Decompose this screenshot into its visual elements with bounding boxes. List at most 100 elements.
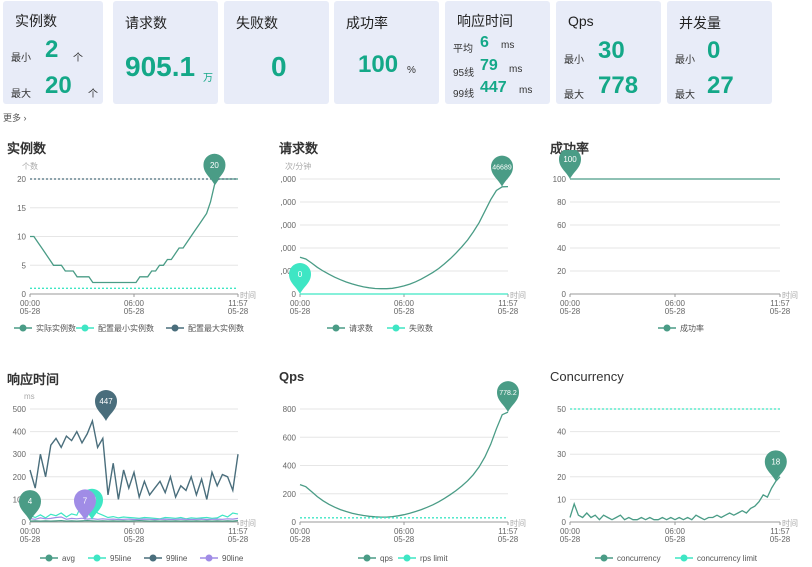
concurrency-min-value: 0 [707, 37, 721, 64]
success-unit: % [407, 65, 416, 76]
y-tick-label: 15 [17, 204, 26, 213]
legend-请求数-text: 请求数 [349, 323, 373, 333]
chart-title-success: 成功率 [550, 141, 590, 156]
pin-success-label: 100 [563, 155, 577, 164]
y-tick-label: 100 [553, 175, 567, 184]
pin-latency-p99-shape [95, 389, 117, 421]
more-link[interactable]: 更多 › [3, 111, 27, 124]
x-tick-label: 06:00 [124, 527, 145, 536]
card-qps: Qps 最小 30 最大 778 [556, 1, 661, 104]
y-tick-label: 20 [557, 473, 566, 482]
latency-p99-label: 99线 [453, 89, 475, 100]
card-requests-title: 请求数 [125, 15, 167, 31]
y-tick-label: 0 [562, 518, 567, 527]
y-tick-label: ,000 [280, 221, 296, 230]
card-success-title: 成功率 [346, 15, 388, 31]
card-qps-title: Qps [568, 13, 594, 29]
latency-p95-label: 95线 [453, 68, 475, 79]
series-95line [29, 502, 239, 520]
y-tick-label: 30 [557, 450, 566, 459]
card-concurrency: 并发量 最小 0 最大 27 [667, 1, 772, 104]
card-requests: 请求数 905.1 万 [113, 1, 218, 104]
x-tick-date: 05-28 [228, 307, 249, 316]
pin-latency-p99-label: 447 [99, 397, 113, 406]
latency-p99-unit: ms [519, 85, 533, 96]
legend-失败数-text: 失败数 [409, 323, 433, 333]
legend-配置最大实例数-dot [171, 324, 179, 332]
card-failures-title: 失败数 [236, 15, 278, 31]
legend-rps-limit-text: rps limit [420, 554, 448, 563]
chart-concurrency: 01020304050时间00:0005-2806:0005-2811:5705… [557, 405, 798, 563]
more-link-label: 更多 [3, 113, 22, 123]
x-tick-label: 06:00 [665, 299, 686, 308]
y-tick-label: 0 [292, 290, 297, 299]
latency-avg-label: 平均 [453, 44, 473, 55]
concurrency-max-value: 27 [707, 72, 734, 99]
instances-min-label: 最小 [11, 53, 31, 64]
chart-title-instances: 实例数 [7, 141, 47, 156]
y-tick-label: 600 [283, 433, 297, 442]
y-tick-label: 300 [13, 450, 27, 459]
legend-配置最大实例数-text: 配置最大实例数 [188, 323, 244, 333]
x-tick-label: 00:00 [560, 299, 581, 308]
y-tick-label: ,000 [280, 198, 296, 207]
pin-requests-max: 46689 [491, 155, 513, 187]
pin-failures: 0 [289, 263, 311, 294]
chart-latency: 0100200300400500ms时间00:0005-2806:0005-28… [13, 389, 256, 563]
series-qps [299, 411, 509, 518]
pin-instances-max-label: 20 [210, 161, 219, 170]
pin-qps-max-shape [497, 381, 519, 413]
legend-qps-dot [363, 554, 371, 562]
pin-requests-max-shape [491, 155, 513, 187]
y-tick-label: 0 [292, 518, 297, 527]
y-tick-label: 200 [283, 490, 297, 499]
pin-requests-max-label: 46689 [492, 165, 512, 172]
x-axis-title: 时间 [782, 518, 798, 528]
x-tick-label: 06:00 [124, 299, 145, 308]
y-tick-label: 20 [557, 267, 566, 276]
qps-min-value: 30 [598, 37, 625, 64]
legend-配置最小实例数-text: 配置最小实例数 [98, 323, 154, 333]
chevron-right-icon: › [23, 113, 27, 123]
x-tick-date: 05-28 [665, 307, 686, 316]
chart-title-latency: 响应时间 [7, 372, 60, 387]
x-tick-date: 05-28 [560, 307, 581, 316]
instances-max-value: 20 [45, 72, 72, 99]
pin-latency-avg-shape [19, 490, 41, 522]
x-tick-date: 05-28 [20, 307, 41, 316]
x-tick-date: 05-28 [124, 307, 145, 316]
latency-p95-value: 79 [480, 57, 498, 74]
x-tick-date: 05-28 [20, 535, 41, 544]
chart-title-requests: 请求数 [279, 141, 319, 156]
series-实际实例数 [30, 178, 238, 284]
pin-failures-label: 0 [298, 270, 303, 279]
latency-avg-value: 6 [480, 34, 489, 51]
card-latency: 响应时间 平均 6 ms 95线 79 ms 99线 447 ms [445, 1, 550, 104]
y-tick-label: 5 [22, 261, 27, 270]
card-instances: 实例数 最小 2 个 最大 20 个 [3, 1, 103, 104]
x-tick-label: 06:00 [394, 299, 415, 308]
legend-99line-dot [149, 554, 157, 562]
x-tick-label: 00:00 [290, 527, 311, 536]
legend-成功率-text: 成功率 [680, 323, 704, 333]
card-failures: 失败数 0 [224, 1, 329, 104]
card-success: 成功率 100 % [334, 1, 439, 104]
x-tick-date: 05-28 [290, 535, 311, 544]
series-请求数 [299, 185, 509, 290]
requests-unit: 万 [203, 73, 213, 84]
legend-concurrency-text: concurrency [617, 554, 661, 563]
qps-min-label: 最小 [564, 55, 584, 66]
y-tick-label: 200 [13, 473, 27, 482]
x-tick-date: 05-28 [290, 307, 311, 316]
y-tick-label: ,000 [280, 175, 296, 184]
instances-min-unit: 个 [73, 53, 83, 64]
requests-value: 905.1 [125, 51, 196, 82]
legend-rps-limit-dot [403, 554, 411, 562]
pin-qps-max-label: 778.2 [499, 390, 517, 397]
y-tick-label: 10 [557, 495, 566, 504]
y-tick-label: 400 [13, 428, 27, 437]
pin-latency-p99: 447 [95, 389, 117, 421]
series-90line [29, 516, 239, 521]
series-concurrency [569, 476, 781, 521]
x-tick-label: 06:00 [394, 527, 415, 536]
